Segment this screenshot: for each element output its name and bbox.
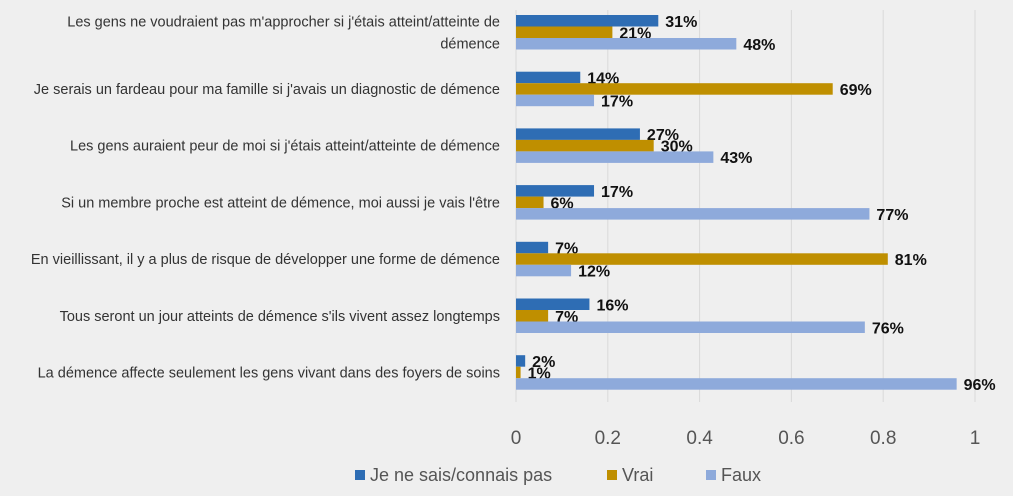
x-tick-label: 0.4 [686,428,713,449]
data-label: 77% [876,207,908,224]
bar [516,264,572,277]
bar [516,151,714,163]
category-label: Tous seront un jour atteints de démence … [60,309,500,325]
bar [516,71,581,84]
bar [516,355,526,367]
bar [516,26,613,38]
data-label: 2% [532,354,555,371]
legend-label: Vrai [622,465,653,485]
legend-swatch [706,470,716,480]
bar [516,253,888,265]
bar [516,94,595,107]
data-label: 17% [601,93,633,110]
data-label: 27% [647,127,679,144]
gridlines [515,10,976,402]
bar [516,196,544,209]
data-label: 69% [840,82,872,99]
x-axis-tick-labels: 0 0.2 0.4 0.6 0.8 1 [511,428,981,449]
x-tick-label: 0 [511,428,522,449]
bar [516,208,870,220]
bar-group: 31%21%48%14%69%17%27%30%43%17%6%77%7%81%… [516,14,996,394]
bar [516,298,590,310]
data-label: 48% [743,37,775,54]
data-label: 43% [720,150,752,167]
bar [516,38,737,50]
legend-label: Faux [721,465,761,485]
data-label: 17% [601,184,633,201]
bar [516,366,521,379]
x-tick-label: 0.6 [778,428,804,449]
bar [516,83,833,95]
data-label: 81% [895,252,927,269]
data-label: 16% [596,297,628,314]
category-label: démence [440,36,500,52]
category-label: La démence affecte seulement les gens vi… [38,365,500,381]
legend-label: Je ne sais/connais pas [370,465,552,485]
legend-swatch [355,470,365,480]
data-label: 96% [964,377,996,394]
data-label: 7% [555,241,578,258]
category-labels: Les gens ne voudraient pas m'approcher s… [31,14,500,381]
bar [516,139,654,152]
bar [516,15,659,27]
category-label: Je serais un fardeau pour ma famille si … [34,82,500,98]
legend: Je ne sais/connais pas Vrai Faux [355,465,761,485]
x-tick-label: 0.8 [870,428,896,449]
bar [516,128,640,140]
x-tick-label: 1 [970,428,981,449]
category-label: Si un membre proche est atteint de démen… [61,195,500,211]
data-label: 76% [872,320,904,337]
data-label: 12% [578,264,610,281]
x-tick-label: 0.2 [595,428,621,449]
bar [516,321,865,333]
data-label: 31% [665,14,697,31]
category-label: En vieillissant, il y a plus de risque d… [31,252,500,268]
bar [516,241,549,254]
bar [516,378,957,390]
legend-swatch [607,470,617,480]
bar [516,185,595,197]
category-label: Les gens auraient peur de moi si j'étais… [70,139,500,155]
category-label: Les gens ne voudraient pas m'approcher s… [67,14,500,30]
bar [516,310,549,322]
